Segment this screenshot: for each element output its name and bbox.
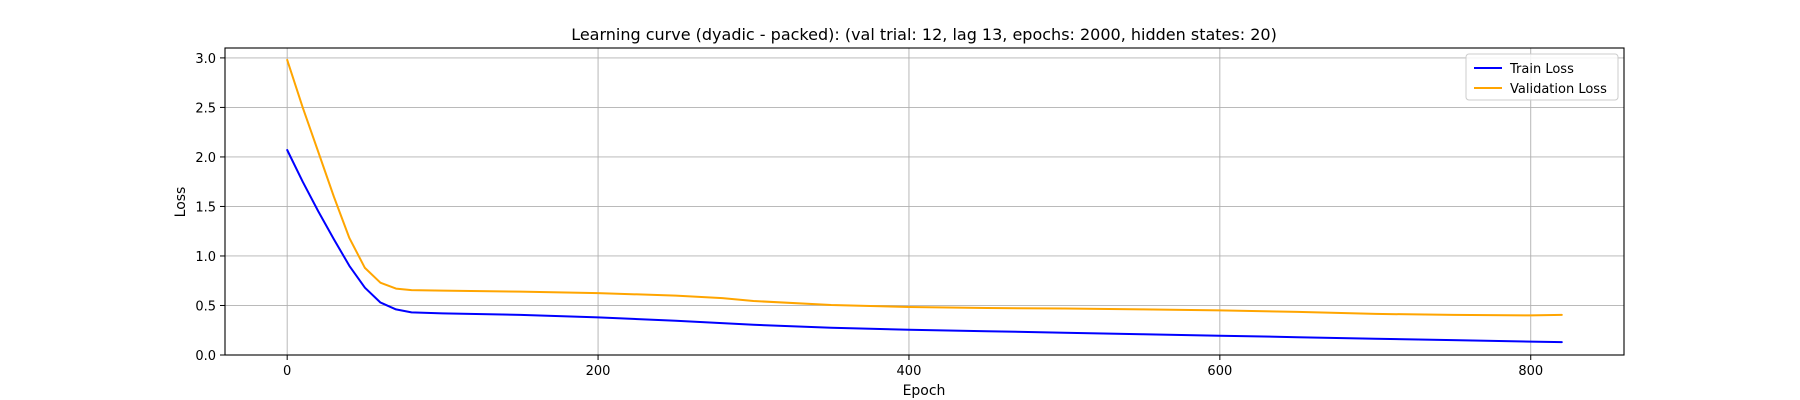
series-line-validation-loss (286, 58, 1563, 317)
legend: Train Loss Validation Loss (1465, 53, 1619, 101)
y-axis-label: Loss (173, 187, 189, 218)
x-tick-label: 800 (1518, 364, 1543, 379)
series-line-train-loss (286, 149, 1563, 344)
y-tick-label: 2.0 (195, 151, 216, 166)
chart-title: Learning curve (dyadic - packed): (val t… (571, 25, 1277, 44)
y-tick-label: 1.0 (195, 250, 216, 265)
grid (225, 48, 1624, 356)
x-tick-label: 200 (586, 364, 611, 379)
legend-label-validation-loss: Validation Loss (1510, 82, 1607, 97)
plot-area-frame (224, 47, 1625, 356)
y-tick-label: 1.5 (195, 200, 216, 215)
x-axis-label: Epoch (903, 383, 946, 399)
y-tick-label: 2.5 (195, 101, 216, 116)
x-tick-label: 600 (1207, 364, 1232, 379)
x-tick-label: 400 (897, 364, 922, 379)
x-tick-label: 0 (283, 364, 291, 379)
legend-box (1465, 53, 1619, 101)
series-lines (286, 58, 1563, 344)
y-tick-label: 0.0 (195, 349, 216, 364)
y-tick-label: 0.5 (195, 299, 216, 314)
y-tick-label: 3.0 (195, 52, 216, 67)
axis-ticks: 0 200 400 600 800 0.0 0.5 1.0 1.5 2.0 2.5 3.0 (195, 52, 1543, 379)
legend-label-train-loss: Train Loss (1509, 62, 1574, 77)
